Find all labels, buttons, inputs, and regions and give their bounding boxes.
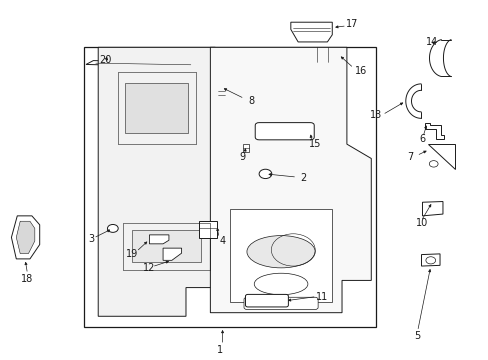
Text: 5: 5 <box>414 331 420 341</box>
Text: 11: 11 <box>316 292 328 302</box>
Bar <box>132 230 200 262</box>
Circle shape <box>428 161 437 167</box>
Polygon shape <box>16 221 35 253</box>
Text: 16: 16 <box>355 66 367 76</box>
Bar <box>125 83 188 134</box>
Polygon shape <box>98 47 234 316</box>
Polygon shape <box>421 254 439 266</box>
Text: 2: 2 <box>299 173 305 183</box>
Polygon shape <box>422 202 442 216</box>
Bar <box>83 47 375 327</box>
Text: 14: 14 <box>425 37 437 47</box>
Polygon shape <box>290 22 331 42</box>
Circle shape <box>259 169 271 179</box>
Circle shape <box>425 257 435 264</box>
Polygon shape <box>229 209 331 302</box>
Text: 7: 7 <box>407 152 412 162</box>
Polygon shape <box>11 216 40 259</box>
Text: 20: 20 <box>99 55 111 65</box>
Polygon shape <box>427 144 454 169</box>
FancyBboxPatch shape <box>244 297 318 310</box>
Text: 6: 6 <box>419 134 425 144</box>
Text: 9: 9 <box>239 152 244 162</box>
Text: 18: 18 <box>21 274 34 284</box>
Polygon shape <box>210 47 370 313</box>
Bar <box>243 144 249 152</box>
FancyBboxPatch shape <box>255 123 314 140</box>
Polygon shape <box>424 123 444 139</box>
Text: 1: 1 <box>217 345 223 355</box>
Text: 19: 19 <box>126 248 138 258</box>
Text: 17: 17 <box>345 19 357 29</box>
Bar <box>306 47 338 62</box>
Bar <box>217 87 224 103</box>
Bar <box>199 221 216 238</box>
Circle shape <box>107 225 118 232</box>
Polygon shape <box>149 235 168 244</box>
Text: 10: 10 <box>415 218 427 228</box>
Polygon shape <box>163 248 181 260</box>
Text: 8: 8 <box>248 96 254 106</box>
Text: 12: 12 <box>143 263 155 273</box>
Polygon shape <box>86 60 198 67</box>
Ellipse shape <box>246 235 315 268</box>
Text: 3: 3 <box>88 234 94 244</box>
Text: 15: 15 <box>308 139 321 149</box>
Text: 13: 13 <box>369 111 382 121</box>
FancyBboxPatch shape <box>245 294 288 307</box>
Ellipse shape <box>254 273 307 295</box>
Text: 4: 4 <box>219 236 225 246</box>
